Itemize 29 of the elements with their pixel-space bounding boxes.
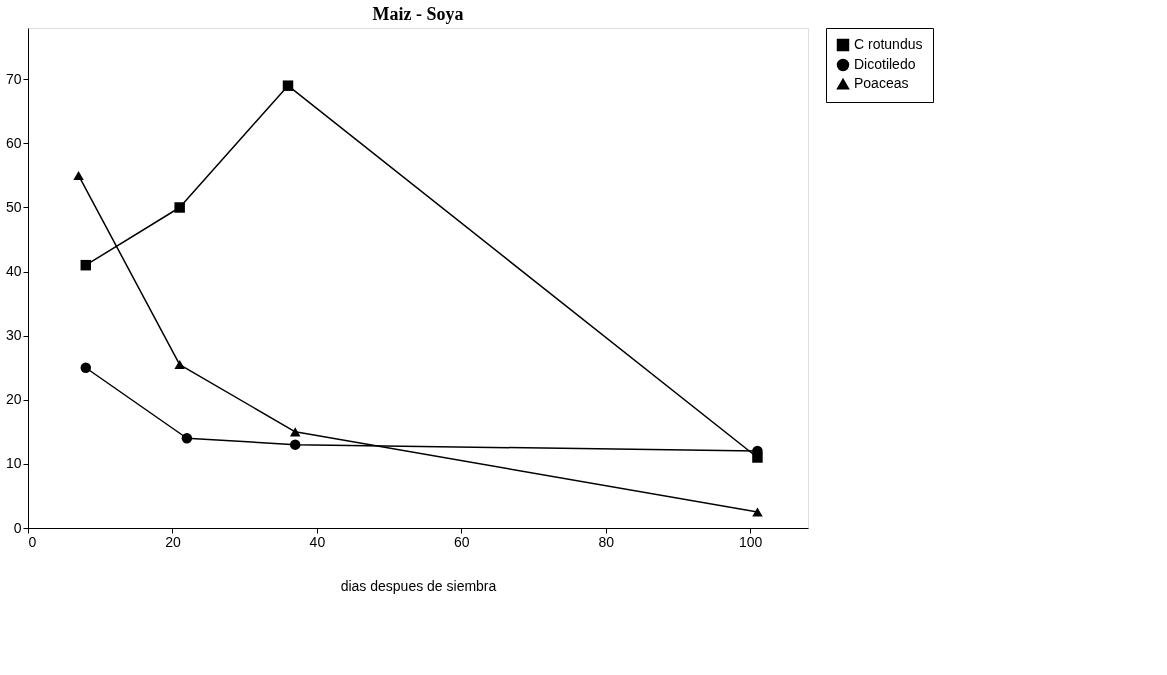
y-tick-label: 50	[5, 198, 22, 215]
y-tick-label: 70	[5, 70, 22, 87]
point	[181, 433, 193, 444]
legend-label: Poaceas	[854, 75, 909, 91]
x-tick-label: 100	[739, 533, 763, 550]
legend-label: C rotundus	[854, 36, 923, 52]
point	[174, 360, 185, 370]
y-tick-label: 30	[5, 327, 22, 344]
point	[282, 80, 294, 91]
x-tick-label: 80	[598, 533, 615, 550]
point	[80, 259, 92, 271]
point	[289, 439, 301, 450]
point	[752, 507, 763, 517]
legend-label: Dicotiledo	[854, 56, 916, 72]
y-tick-label: 60	[5, 134, 22, 151]
x-tick-label: 0	[28, 533, 37, 550]
x-tick-label: 40	[309, 533, 326, 550]
chart-title: Maiz - Soya	[372, 3, 464, 24]
x-tick-label: 60	[454, 533, 470, 550]
point	[73, 170, 84, 180]
point	[174, 202, 185, 213]
y-tick-label: 10	[5, 455, 22, 472]
x-axis-title: dias despues de siembra	[340, 577, 497, 594]
point	[80, 362, 92, 373]
y-tick-label: 20	[5, 391, 22, 408]
x-tick-label: 20	[165, 533, 181, 550]
y-tick-label: 0	[13, 519, 22, 536]
y-tick-label: 40	[5, 263, 22, 280]
point	[289, 427, 301, 437]
